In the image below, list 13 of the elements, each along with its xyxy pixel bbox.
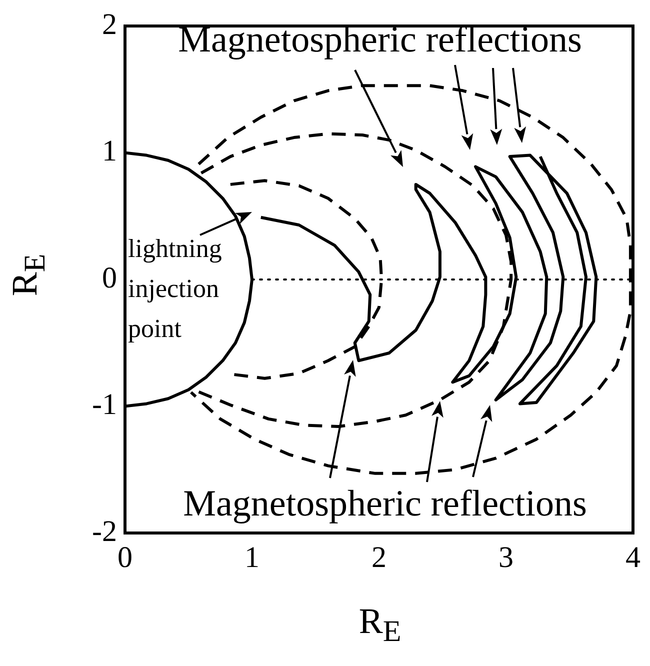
x-tick-label: 1: [244, 540, 260, 574]
y-tick-label: -1: [92, 388, 117, 422]
y-tick-label: 0: [102, 261, 117, 294]
x-axis-title: R$_{E}$: [358, 600, 402, 650]
x-tick-label: 4: [626, 540, 640, 574]
y-tick-label: 2: [102, 8, 117, 41]
y-tick-label: -2: [92, 514, 117, 548]
annotation: Magnetospheric reflections: [178, 20, 582, 61]
x-tick-label: 2: [372, 540, 386, 574]
x-tick-label: 3: [498, 540, 514, 574]
annotation: Magnetospheric reflections: [183, 484, 587, 525]
y-tick-label: 1: [102, 134, 117, 168]
annotation: lightning injection point: [128, 234, 222, 343]
